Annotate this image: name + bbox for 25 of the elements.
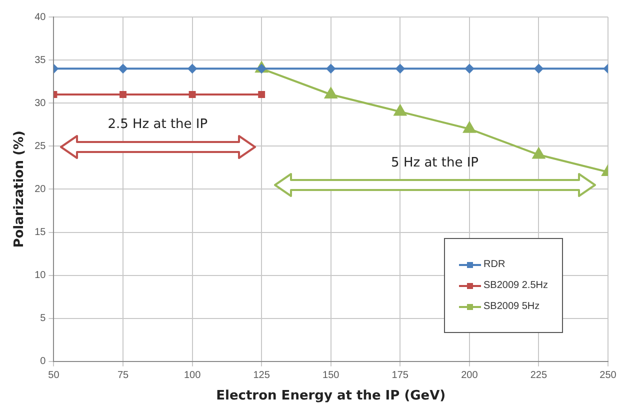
legend-label: SB2009 2.5Hz xyxy=(484,280,548,292)
x-tick-label: 150 xyxy=(322,370,340,382)
y-tick-label: 35 xyxy=(34,54,46,66)
legend-label: RDR xyxy=(484,259,506,270)
x-axis-title: Electron Energy at the IP (GeV) xyxy=(216,388,446,404)
y-axis-title: Polarization (%) xyxy=(12,130,28,248)
x-tick-label: 100 xyxy=(184,370,202,382)
x-tick-label: 250 xyxy=(600,370,617,382)
y-tick-label: 5 xyxy=(40,313,46,324)
x-tick-label: 175 xyxy=(392,370,409,382)
legend-label: SB2009 5Hz xyxy=(484,301,540,312)
y-tick-label: 15 xyxy=(34,227,46,238)
y-tick-label: 20 xyxy=(34,184,46,195)
annotation: 2.5 Hz at the IP xyxy=(108,117,208,132)
x-tick-label: 125 xyxy=(253,370,270,382)
y-tick-label: 30 xyxy=(34,98,46,109)
x-tick-label: 50 xyxy=(48,370,60,382)
annotation: 5 Hz at the IP xyxy=(391,156,479,171)
x-tick-label: 200 xyxy=(461,370,478,382)
x-tick-label: 225 xyxy=(530,370,548,382)
y-tick-label: 0 xyxy=(40,356,46,368)
x-tick-label: 75 xyxy=(117,370,130,382)
y-tick-label: 40 xyxy=(34,12,46,23)
y-tick-label: 25 xyxy=(34,140,46,152)
y-tick-label: 10 xyxy=(34,270,46,282)
